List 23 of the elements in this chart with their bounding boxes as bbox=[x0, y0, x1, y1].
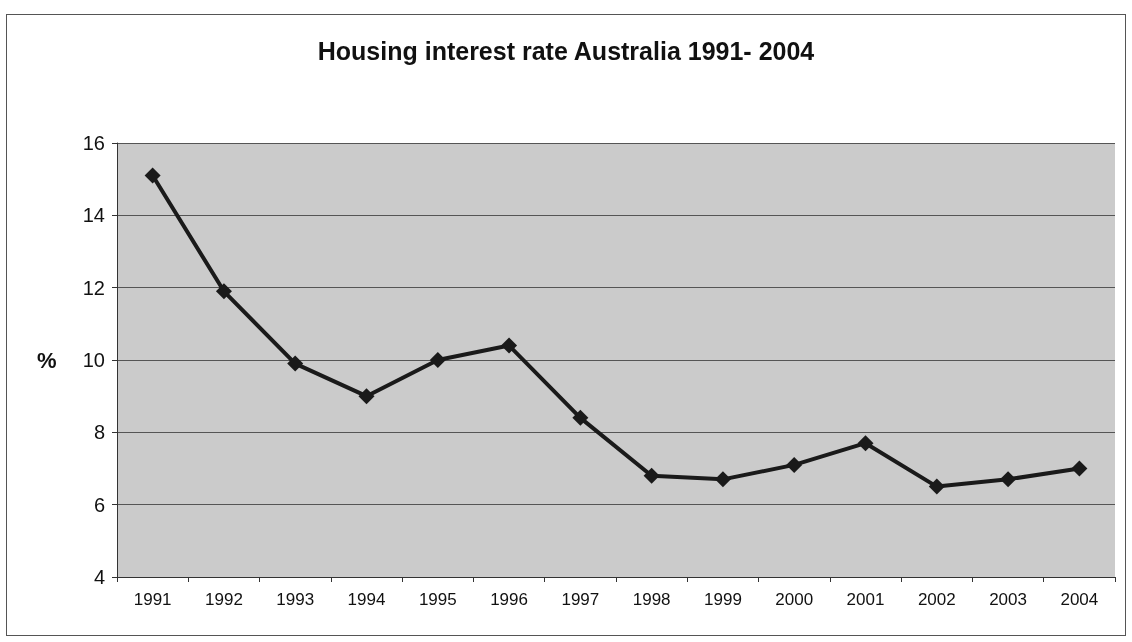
y-tick-label: 14 bbox=[82, 204, 105, 227]
y-axis-title: % bbox=[37, 347, 57, 373]
x-tick-label: 1993 bbox=[276, 590, 315, 609]
y-tick-label: 10 bbox=[82, 349, 105, 371]
x-tick-label: 2003 bbox=[989, 590, 1027, 609]
x-tick-label: 1998 bbox=[632, 590, 671, 609]
y-tick-label: 8 bbox=[93, 421, 105, 444]
x-tick-label: 2002 bbox=[917, 590, 956, 609]
y-tick-label: 16 bbox=[82, 132, 105, 154]
x-tick-label: 1991 bbox=[133, 590, 172, 609]
x-tick-label: 1994 bbox=[347, 590, 386, 609]
x-tick-label: 2001 bbox=[846, 590, 885, 609]
x-tick-label: 1992 bbox=[205, 590, 243, 609]
y-tick-label: 4 bbox=[93, 566, 105, 588]
x-tick-label: 1999 bbox=[704, 590, 742, 609]
y-tick-label: 6 bbox=[93, 493, 105, 516]
x-tick-label: 2004 bbox=[1060, 590, 1099, 609]
chart-title: Housing interest rate Australia 1991- 2004 bbox=[317, 36, 815, 65]
x-tick-label: 1997 bbox=[561, 590, 600, 609]
x-tick-label: 1996 bbox=[490, 590, 528, 609]
x-tick-label: 1995 bbox=[418, 590, 457, 609]
y-tick-label: 12 bbox=[82, 276, 105, 299]
x-tick-label: 2000 bbox=[775, 590, 814, 609]
